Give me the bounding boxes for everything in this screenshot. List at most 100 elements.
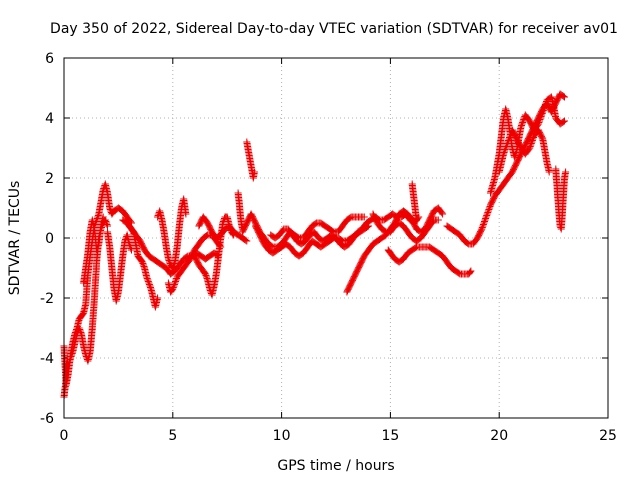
data-point [504,137,512,144]
series-track-17 [408,180,420,224]
y-tick-label: -4 [40,351,54,367]
data-point [510,153,518,161]
data-point [467,267,475,275]
data-point [537,114,544,122]
data-point [438,209,446,217]
data-point [139,261,147,269]
data-point [219,219,227,227]
x-tick-label: 5 [168,428,177,444]
data-point [243,237,251,245]
data-point [535,119,543,126]
series-track-11 [243,138,258,182]
data-point [126,242,134,249]
y-tick-label: 4 [45,111,54,127]
data-point [94,243,102,251]
data-point [501,147,509,155]
y-tick-label: 0 [45,231,54,247]
chart-title: Day 350 of 2022, Sidereal Day-to-day VTE… [50,21,618,37]
data-point [439,210,447,218]
data-point [104,222,111,230]
data-point [559,118,567,126]
x-tick-label: 10 [273,428,291,444]
data-points [60,90,570,401]
data-point [479,221,487,228]
plot-frame [63,57,609,419]
series-track-7 [154,195,190,272]
y-tick-label: -2 [40,291,54,307]
data-point [169,263,177,270]
series-track-22 [495,126,553,176]
series-track-10 [195,213,251,245]
data-point [512,150,519,158]
y-tick-label: 2 [45,171,54,187]
y-tick-labels: -6 -4 -2 0 2 4 6 [40,51,54,427]
y-tick-label: 6 [45,51,54,67]
data-point [169,284,177,291]
data-point [562,168,570,176]
series-track-18 [369,210,442,245]
series-track-3 [80,213,107,287]
x-tick-label: 15 [381,428,399,444]
data-point [170,260,178,267]
x-tick-label: 20 [490,428,508,444]
data-point [76,327,84,335]
data-point [483,210,491,218]
data-point [506,134,513,141]
data-point [484,207,492,215]
data-point [503,141,511,149]
data-point [561,117,568,125]
y-tick-label: -6 [40,411,54,427]
data-point [478,224,486,231]
data-point [526,143,534,150]
x-tick-labels: 0 5 10 15 20 25 [60,428,617,444]
data-point [539,108,547,116]
data-point [68,351,76,359]
data-point [99,213,107,221]
series-track-16 [343,204,447,296]
data-point [541,101,549,108]
data-point [75,324,83,332]
data-point [413,216,420,224]
data-point [528,138,536,146]
data-point [561,93,568,101]
data-point [203,273,210,281]
series-track-9 [191,213,238,299]
data-point [172,278,179,285]
data-point [145,281,153,288]
data-point [242,236,250,244]
data-point [250,168,258,176]
data-point [138,258,146,266]
data-point [518,120,526,128]
series-track-19 [384,243,475,278]
data-point [164,255,172,263]
data-point [170,281,178,288]
data-point [538,111,546,119]
series-track-23 [552,165,570,233]
data-point [529,135,537,143]
data-point [201,270,209,278]
x-tick-label: 25 [599,428,617,444]
x-tick-label: 0 [60,428,69,444]
data-point [154,294,162,302]
data-point [481,218,488,225]
data-point [519,117,527,125]
data-point [482,213,490,221]
data-point [545,168,553,176]
x-axis-label: GPS time / hours [277,458,394,474]
series-track-4 [104,228,135,305]
data-point [143,275,151,282]
data-point [360,213,368,221]
data-point [559,92,567,100]
data-point [485,204,493,212]
data-point [466,268,474,276]
data-point [93,246,101,254]
y-axis-label: SDTVAR / TECUs [7,181,23,296]
data-point [434,216,442,224]
data-point [502,144,510,152]
data-point [144,278,152,285]
data-point [67,354,74,362]
data-point [540,105,548,113]
series-track-6 [125,222,162,311]
data-point [182,210,190,218]
